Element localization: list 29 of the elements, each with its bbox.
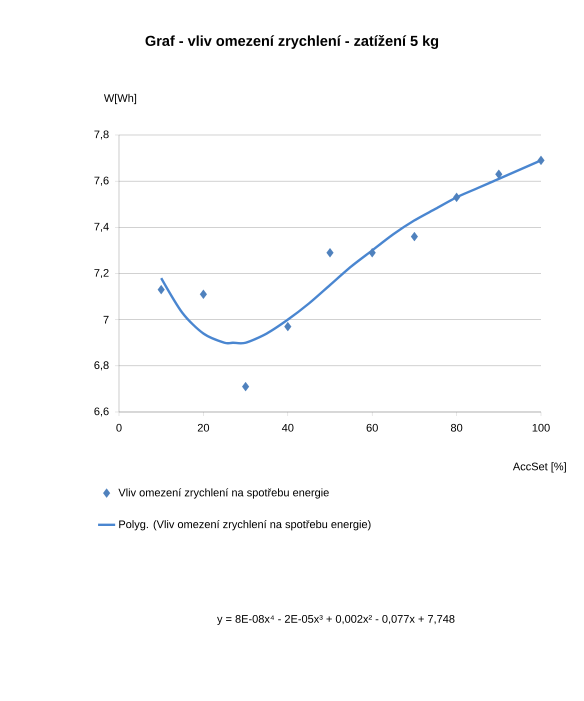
point: [242, 382, 250, 392]
point: [326, 248, 334, 258]
y-tick-label: 6,6: [94, 407, 109, 417]
y-tick-label: 6,8: [94, 361, 109, 370]
x-tick-label: 0: [116, 424, 122, 432]
point: [453, 192, 460, 202]
point: [200, 290, 207, 299]
y-axis-title: W[Wh]: [104, 94, 136, 104]
point: [537, 156, 545, 166]
x-tick-label: 20: [198, 424, 210, 432]
point: [410, 232, 418, 242]
x-tick-label: 60: [366, 424, 378, 432]
point: [284, 322, 292, 332]
x-tick-label: 40: [282, 424, 294, 432]
point: [368, 248, 376, 258]
x-tick-label: 80: [450, 424, 462, 432]
y-tick-label: 7,4: [94, 222, 109, 232]
x-tick-label: 100: [532, 424, 550, 432]
text: y = 8E-08x⁴ - 2E-05x³ + 0,002x² - 0,077x + 7,748: [217, 615, 454, 625]
y-tick-label: 7,2: [94, 268, 109, 278]
point: [495, 170, 502, 179]
y-tick-label: 7: [104, 316, 109, 324]
y-tick-label: 7,6: [94, 176, 109, 186]
chart-title: Graf - vliv omezení zrychlení - zatížení 5 kg: [146, 35, 438, 49]
y-tick-label: 7,8: [94, 130, 109, 140]
legend-label: Vliv omezení zrychlení na spotřebu energie: [118, 488, 329, 499]
legend-label: Polyg. (Vliv omezení zrychlení na spotřebu energie): [119, 520, 371, 530]
x-axis-title: AccSet [%]: [512, 462, 566, 473]
point: [158, 284, 165, 294]
